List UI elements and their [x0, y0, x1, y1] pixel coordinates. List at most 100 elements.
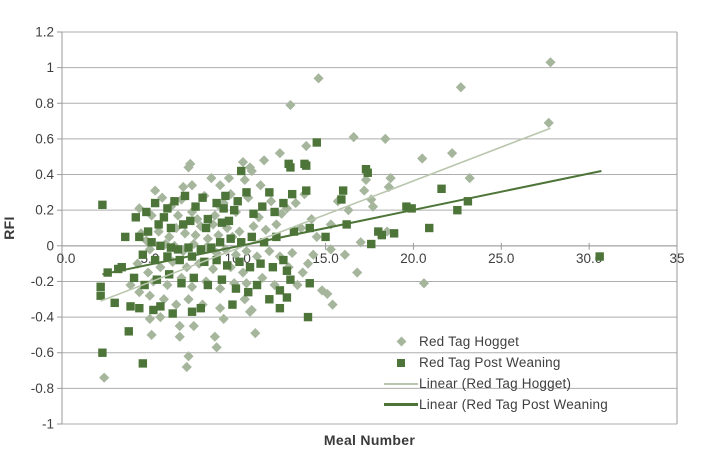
post-weaning-point	[149, 305, 158, 315]
hogget-point	[464, 173, 475, 184]
post-weaning-point	[159, 213, 169, 222]
hogget-point	[241, 246, 252, 257]
post-weaning-point	[389, 229, 399, 238]
post-weaning-point	[265, 188, 274, 197]
legend-label: Red Tag Post Weaning	[419, 355, 561, 370]
hogget-point	[150, 185, 161, 196]
hogget-point	[301, 140, 312, 152]
post-weaning-point	[252, 280, 262, 290]
post-weaning-point	[286, 275, 295, 284]
legend-item-linear-hogget: Linear (Red Tag Hogget)	[383, 373, 608, 394]
hogget-point	[239, 294, 250, 305]
post-weaning-point	[230, 205, 239, 215]
hogget-point	[446, 148, 458, 159]
post-weaning-point	[222, 261, 232, 270]
post-weaning-point	[321, 232, 330, 242]
post-weaning-point	[121, 232, 130, 242]
post-weaning-point	[302, 186, 311, 195]
hogget-point	[157, 192, 168, 203]
hogget-point	[260, 224, 271, 235]
post-weaning-point	[170, 197, 179, 206]
hogget-point	[239, 174, 250, 185]
post-weaning-point	[135, 303, 144, 313]
hogget-point	[215, 180, 226, 191]
post-weaning-point	[258, 202, 267, 211]
post-weaning-point	[166, 243, 176, 252]
post-weaning-point	[135, 232, 144, 242]
post-weaning-trendline	[102, 170, 602, 276]
hogget-point	[171, 299, 182, 310]
post-weaning-point	[279, 255, 288, 265]
post-weaning-point	[256, 259, 265, 268]
hogget-point	[144, 244, 155, 255]
y-tick-label: -1	[42, 417, 54, 432]
post-weaning-point	[187, 307, 197, 316]
post-weaning-point	[237, 166, 246, 176]
post-weaning-point	[173, 245, 183, 254]
post-weaning-point	[201, 223, 211, 233]
legend-item-hogget: Red Tag Hogget	[383, 331, 608, 352]
post-weaning-point	[217, 275, 227, 284]
hogget-point	[211, 342, 222, 353]
post-weaning-point	[270, 207, 279, 217]
hogget-point	[211, 247, 222, 259]
hogget-point	[417, 153, 428, 164]
post-weaning-point	[186, 216, 195, 226]
post-weaning-point	[150, 255, 160, 265]
hogget-point	[213, 230, 224, 241]
hogget-point	[178, 181, 189, 193]
hogget-point	[237, 156, 249, 168]
post-weaning-point	[179, 220, 188, 229]
post-weaning-point	[212, 198, 221, 208]
post-weaning-point	[138, 250, 148, 259]
y-axis-title: RFI	[1, 216, 17, 240]
post-weaning-point	[247, 232, 256, 242]
hogget-point	[418, 278, 430, 289]
hogget-point	[327, 299, 338, 310]
hogget-point	[367, 201, 379, 212]
post-weaning-point	[235, 257, 244, 267]
legend-item-post-weaning: Red Tag Post Weaning	[383, 352, 608, 373]
hogget-point	[186, 180, 198, 191]
hogget-point	[360, 174, 372, 185]
post-weaning-point	[96, 291, 105, 300]
post-weaning-point	[203, 214, 213, 224]
hogget-point	[308, 249, 319, 260]
post-weaning-point	[265, 295, 274, 304]
hogget-point	[179, 228, 191, 239]
hogget-point	[218, 313, 229, 324]
y-tick-label: 0.6	[35, 131, 54, 146]
hogget-point	[313, 73, 324, 84]
post-weaning-point	[196, 303, 206, 313]
post-weaning-point	[154, 220, 163, 229]
post-weaning-point	[259, 238, 269, 247]
hogget-point	[545, 57, 556, 68]
post-weaning-point	[221, 191, 230, 201]
post-weaning-point	[96, 282, 105, 291]
post-weaning-point	[110, 298, 119, 308]
post-weaning-point	[163, 252, 172, 261]
hogget-point	[176, 272, 187, 283]
hogget-point	[251, 251, 263, 262]
post-weaning-point	[249, 209, 258, 218]
post-weaning-point	[453, 205, 462, 215]
y-tick-label: -0.2	[31, 274, 54, 289]
post-weaning-point	[217, 218, 227, 227]
post-weaning-point	[156, 302, 165, 311]
post-weaning-point	[286, 163, 295, 172]
post-weaning-point	[150, 198, 160, 208]
hogget-point	[255, 180, 266, 191]
post-weaning-point	[207, 243, 216, 252]
post-weaning-point	[212, 255, 221, 265]
x-tick-label: 15.0	[312, 251, 338, 266]
post-weaning-point	[303, 312, 313, 322]
hogget-trendline	[100, 127, 551, 302]
hogget-point	[290, 197, 301, 209]
hogget-point	[359, 185, 370, 196]
post-weaning-point	[196, 245, 206, 254]
y-tick-label: 0.8	[35, 96, 54, 111]
hogget-point	[144, 313, 155, 324]
hogget-point	[155, 311, 166, 323]
